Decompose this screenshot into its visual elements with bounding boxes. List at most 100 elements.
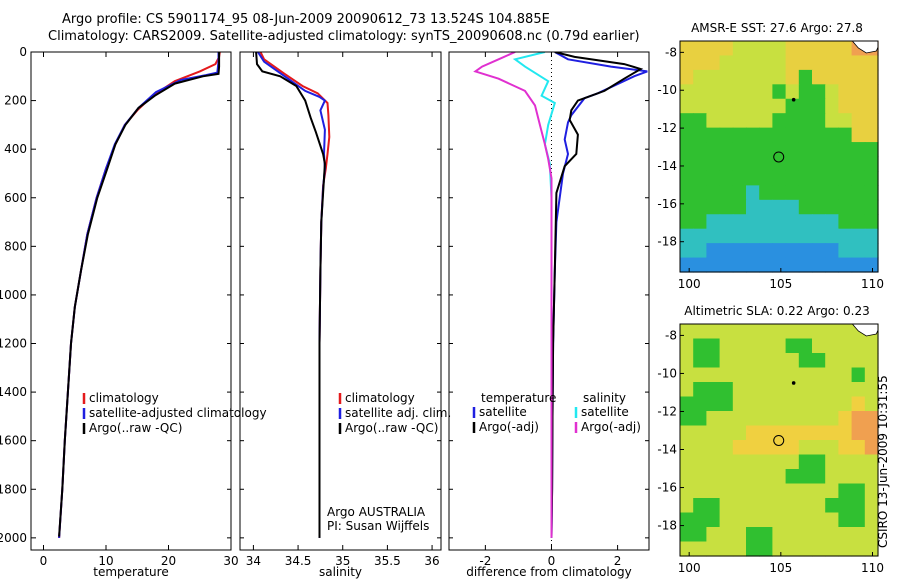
sst-cell [851, 156, 866, 172]
sla-cell [838, 512, 853, 528]
sla-cell [798, 353, 813, 369]
sst-cell [851, 84, 866, 100]
sla-cell [732, 353, 747, 369]
sla-cell [680, 411, 694, 427]
sla-cell [812, 541, 826, 557]
sla-cell [680, 440, 694, 456]
temp-legend-1-label: satellite-adjusted climatology [89, 406, 267, 420]
sla-cell [838, 367, 853, 383]
sst-cell [864, 199, 879, 215]
sla-cell [772, 367, 787, 383]
sst-cell [732, 257, 747, 273]
sst-cell [812, 214, 826, 230]
diff-xtick-label: -2 [479, 554, 491, 568]
sla-cell [851, 454, 866, 470]
sla-cell [759, 411, 773, 427]
sst-cell [825, 113, 839, 129]
sal-series-1 [257, 52, 327, 538]
sla-cell [772, 498, 787, 514]
sla-cell [864, 382, 879, 398]
sla-cell [851, 440, 866, 456]
sst-cell [851, 55, 866, 71]
sal-annotation-0: Argo AUSTRALIA [327, 505, 426, 519]
sla-cell [746, 512, 760, 528]
diff-legend-right-0-label: satellite [581, 405, 629, 419]
sst-cell [693, 84, 707, 100]
sal-legend-2-label: Argo(..raw -QC) [345, 421, 438, 435]
sla-cell [772, 411, 787, 427]
sst-cell [838, 98, 853, 114]
sla-cell [746, 338, 760, 354]
sla-cell [732, 469, 747, 485]
sst-cell [838, 214, 853, 230]
sst-cell [732, 142, 747, 158]
sst-cell [706, 214, 721, 230]
sla-cell [772, 541, 787, 557]
sst-cell [772, 228, 787, 244]
sla-ytick-label: -8 [665, 328, 677, 342]
sla-cell [680, 324, 694, 340]
sst-cell [759, 156, 773, 172]
sla-cell [706, 382, 721, 398]
sst-cell [732, 84, 747, 100]
sal-annotation-1: PI: Susan Wijffels [327, 519, 429, 533]
sla-cell [785, 425, 800, 441]
sst-cell [719, 156, 734, 172]
sst-cell [864, 98, 879, 114]
sla-cell [825, 527, 839, 543]
sst-island [791, 97, 796, 102]
sla-cell [825, 367, 839, 383]
sst-cell [746, 113, 760, 129]
sst-cell [772, 243, 787, 259]
sst-cell [798, 185, 813, 201]
diff-frame [448, 51, 650, 551]
sla-cell [864, 498, 879, 514]
sst-cell [785, 69, 800, 85]
sla-cell [812, 440, 826, 456]
depth-tick-label: 1000 [0, 288, 27, 302]
temp-series-2 [58, 52, 221, 537]
sst-cell [825, 84, 839, 100]
sst-cell [772, 98, 787, 114]
temp-series-1 [58, 52, 220, 538]
sst-cell [746, 127, 760, 143]
sst-cell [798, 127, 813, 143]
sla-cell [746, 469, 760, 485]
sst-cell [706, 170, 721, 186]
diff-series-3 [473, 52, 553, 538]
sla-cell [759, 338, 773, 354]
sla-cell [798, 440, 813, 456]
sst-cell [719, 199, 734, 215]
sst-cell [812, 243, 826, 259]
sla-cell [785, 324, 800, 340]
sla-cell [798, 338, 813, 354]
sst-cell [693, 41, 707, 57]
sla-cell [719, 367, 734, 383]
sla-cell [785, 396, 800, 412]
sla-cell [812, 367, 826, 383]
sst-cell [693, 142, 707, 158]
sst-cell [851, 257, 866, 273]
depth-tick-label: 1800 [0, 482, 27, 496]
sal-legend-0-label: climatology [345, 391, 415, 405]
sla-cell [693, 396, 707, 412]
sla-cell [825, 440, 839, 456]
sla-cell [732, 367, 747, 383]
sla-cell [719, 324, 734, 340]
sst-cell [759, 170, 773, 186]
sla-cell [864, 454, 879, 470]
sst-cell [838, 170, 853, 186]
temp-series-0 [58, 52, 221, 538]
sla-cell [785, 527, 800, 543]
credit-timestamp: CSIRO 13-Jun-2009 10:31:55 [876, 375, 890, 548]
sla-cell [851, 382, 866, 398]
sla-cell [746, 498, 760, 514]
diff-xtick-label: 0 [548, 554, 556, 568]
sst-cell [798, 214, 813, 230]
sla-cell [851, 527, 866, 543]
sst-xtick-label: 100 [678, 277, 701, 291]
sla-cell [772, 353, 787, 369]
sla-cell [693, 353, 707, 369]
sla-cell [798, 498, 813, 514]
sla-cell [785, 498, 800, 514]
